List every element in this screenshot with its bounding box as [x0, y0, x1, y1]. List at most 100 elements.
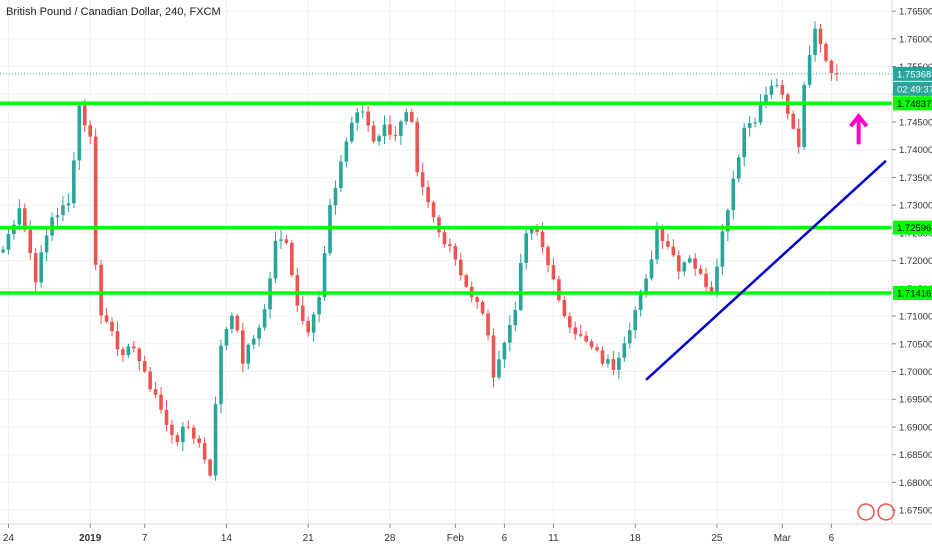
last-price-badge-text: 1.75368	[897, 69, 931, 80]
candle-body	[617, 357, 621, 371]
last-price-badge-bg	[893, 66, 932, 81]
countdown-badge-bg	[893, 81, 932, 96]
level-badge-middle: 1.72596	[893, 220, 932, 235]
candle-body	[508, 325, 512, 343]
candle-body	[627, 330, 632, 344]
watermark-icon	[857, 503, 895, 521]
candle-body	[6, 233, 11, 250]
candle-body	[110, 321, 114, 332]
candle-body	[704, 273, 708, 288]
candle-body	[399, 121, 403, 136]
candle-body	[300, 305, 305, 322]
candle-body	[437, 217, 441, 233]
candle-body	[350, 122, 354, 142]
candle-body	[464, 275, 469, 287]
time-tick-label: 11	[548, 533, 559, 544]
time-tick-label: Feb	[447, 533, 465, 544]
candle-body	[796, 128, 801, 148]
candle-body	[137, 348, 142, 362]
price-tick-label: 1.68500	[899, 450, 932, 461]
level-badge-support-bg	[893, 285, 932, 300]
price-tick-label: 1.70000	[899, 367, 932, 378]
level-badge-resistance: 1.74837	[893, 96, 932, 111]
candle-body	[322, 253, 327, 298]
candle-body	[747, 123, 752, 128]
candle-body	[66, 203, 71, 206]
candle-body	[497, 359, 501, 378]
candle-body	[420, 172, 425, 187]
candle-body	[28, 229, 33, 254]
candle-body	[829, 60, 834, 74]
candle-body	[666, 241, 670, 247]
candle-body	[311, 314, 316, 333]
candle-body	[813, 28, 817, 56]
candle-body	[219, 345, 223, 405]
candle-body	[562, 300, 567, 317]
candle-body	[409, 112, 414, 122]
candle-body	[295, 275, 300, 306]
candle-body	[88, 125, 92, 137]
arrow-head	[849, 113, 869, 128]
candle-body	[148, 371, 152, 390]
price-tick-label: 1.74500	[899, 117, 932, 128]
candle-body	[611, 359, 616, 371]
candle-body	[241, 330, 245, 364]
candle-body	[769, 85, 774, 95]
candle-body	[633, 310, 637, 331]
candle-body	[33, 253, 38, 283]
candle-body	[529, 228, 534, 234]
candle-body	[23, 208, 27, 230]
candle-body	[279, 239, 283, 241]
candle-body	[99, 264, 103, 316]
candle-body	[442, 232, 447, 245]
grid	[0, 0, 892, 524]
candle-body	[600, 350, 605, 364]
candle-body	[802, 84, 806, 148]
candle-body	[431, 202, 436, 218]
horizontal-levels	[0, 101, 892, 295]
candle-body	[453, 246, 458, 260]
candle-body	[775, 85, 779, 87]
candle-body	[698, 268, 703, 274]
candle-body	[17, 208, 22, 225]
candle-body	[77, 105, 82, 161]
candle-body	[758, 102, 763, 123]
candle-body	[170, 424, 174, 436]
candle-body	[126, 346, 131, 356]
candle-body	[791, 113, 796, 129]
candle-body	[448, 244, 452, 247]
candle-body	[649, 259, 654, 279]
candle-body	[687, 258, 692, 263]
candle-body	[290, 242, 294, 276]
candle-body	[159, 394, 163, 410]
candle-body	[524, 233, 528, 263]
price-tick-label: 1.72000	[899, 256, 932, 267]
price-tick-label: 1.74000	[899, 145, 932, 156]
candle-body	[371, 125, 376, 142]
candle-body	[518, 262, 523, 310]
level-badge-middle-text: 1.72596	[897, 223, 931, 234]
candle-body	[709, 287, 714, 293]
candle-body	[93, 136, 98, 265]
candle-body	[355, 112, 360, 123]
candle-body	[377, 136, 381, 142]
candle-body	[638, 292, 643, 311]
candle-body	[818, 28, 823, 44]
candle-body	[578, 334, 583, 336]
watermark-circle-2	[877, 503, 895, 521]
candle-body	[82, 105, 87, 126]
price-tick-label: 1.69500	[899, 395, 932, 406]
price-tick-label: 1.67500	[899, 506, 932, 517]
candle-body	[202, 443, 207, 460]
candle-body	[191, 427, 196, 439]
candle-body	[262, 309, 267, 328]
watermark-circle-1	[857, 503, 875, 521]
time-tick-label: 2019	[79, 533, 102, 544]
candle-body	[415, 121, 419, 173]
candle-body	[142, 361, 147, 372]
price-axis: 1.765001.760001.755001.750001.745001.740…	[891, 0, 932, 524]
time-tick-label: 18	[630, 533, 642, 544]
candle-body	[230, 315, 234, 329]
